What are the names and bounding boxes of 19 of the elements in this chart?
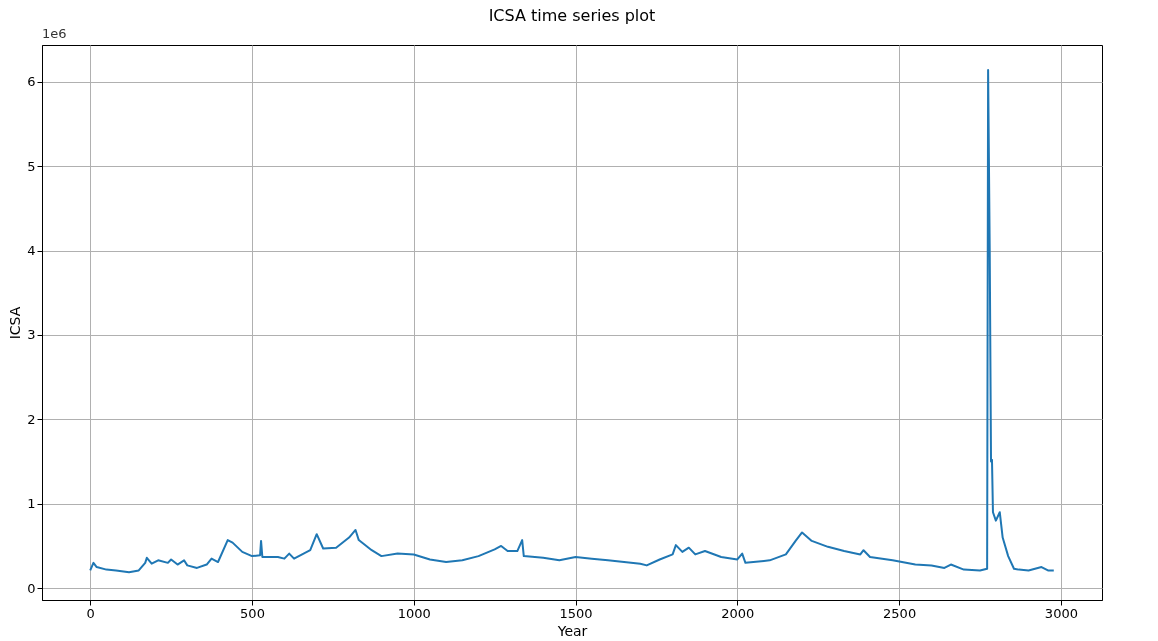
x-tick-label: 0 <box>86 605 95 621</box>
y-tick-label: 2 <box>27 411 36 427</box>
x-tick-label: 2500 <box>883 605 917 621</box>
x-axis-title: Year <box>556 622 588 639</box>
y-tick-label: 4 <box>27 243 36 259</box>
y-tick-label: 1 <box>27 496 36 512</box>
y-axis-title: ICSA <box>7 306 24 340</box>
line-series <box>89 68 1055 574</box>
x-tick-label: 1500 <box>559 605 593 621</box>
x-tick-label: 2000 <box>721 605 755 621</box>
y-tick-label: 6 <box>27 74 36 90</box>
chart-title: ICSA time series plot <box>488 6 656 25</box>
x-tick-label: 500 <box>240 605 265 621</box>
y-tick-label: 0 <box>27 580 36 596</box>
x-tick-label: 3000 <box>1044 605 1078 621</box>
y-tick-label: 5 <box>27 158 36 174</box>
y-tick-label: 3 <box>27 327 36 343</box>
x-tick-label: 1000 <box>397 605 431 621</box>
text: 1e6 <box>42 26 67 41</box>
